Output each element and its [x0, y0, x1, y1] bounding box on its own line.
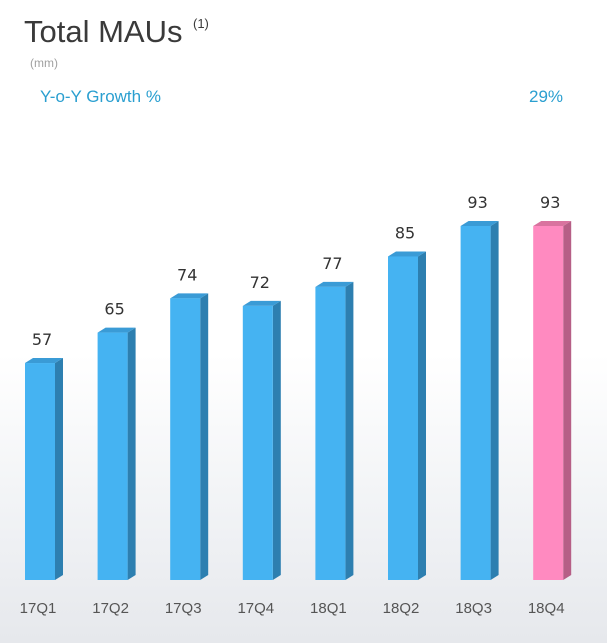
bar-side-17Q4 [272, 300, 281, 580]
tick-label-17Q3: 17Q3 [165, 600, 202, 617]
tick-label-18Q3: 18Q3 [455, 600, 492, 617]
bar-side-18Q4 [563, 221, 572, 580]
data-label-18Q2: 85 [395, 223, 415, 242]
bar-side-17Q1 [55, 358, 63, 580]
bar-side-17Q2 [127, 327, 136, 580]
bar-17Q2 [97, 332, 128, 580]
bar-top-17Q1 [25, 358, 63, 364]
bar-top-17Q3 [170, 293, 209, 299]
bar-18Q4 [533, 226, 564, 580]
tick-label-17Q1: 17Q1 [20, 600, 57, 617]
bar-side-18Q1 [345, 281, 354, 580]
data-label-17Q3: 74 [177, 265, 197, 284]
tick-label-18Q1: 18Q1 [310, 600, 347, 617]
bar-18Q1 [315, 286, 346, 580]
bar-top-17Q4 [242, 300, 281, 306]
bar-side-18Q3 [490, 221, 499, 580]
data-label-18Q1: 77 [322, 254, 342, 273]
title-footnote-marker: (1) [193, 16, 209, 31]
data-label-18Q4: 93 [540, 193, 560, 212]
growth-label: Y-o-Y Growth % [40, 87, 161, 106]
tick-label-18Q2: 18Q2 [383, 600, 420, 617]
bar-top-18Q2 [388, 251, 426, 257]
units-label: (mm) [30, 56, 58, 70]
data-label-17Q4: 72 [250, 273, 270, 292]
bar-17Q1 [25, 363, 55, 580]
data-label-17Q1: 57 [32, 330, 52, 349]
bar-18Q2 [388, 256, 418, 580]
bar-side-17Q3 [200, 293, 209, 580]
bar-18Q3 [460, 226, 491, 580]
tick-label-17Q4: 17Q4 [237, 600, 274, 617]
bar-top-17Q2 [97, 327, 136, 333]
bar-top-18Q1 [315, 281, 354, 287]
bar-17Q3 [170, 298, 201, 580]
bar-top-18Q4 [533, 221, 572, 226]
bar-side-18Q2 [418, 251, 426, 581]
bar-17Q4 [242, 305, 273, 580]
tick-label-17Q2: 17Q2 [92, 600, 129, 617]
data-label-17Q2: 65 [104, 300, 124, 319]
chart-title: Total MAUs [24, 14, 183, 49]
bar-top-18Q3 [460, 221, 499, 226]
data-label-18Q3: 93 [467, 193, 487, 212]
growth-value: 29% [529, 87, 564, 106]
tick-label-18Q4: 18Q4 [528, 600, 565, 617]
